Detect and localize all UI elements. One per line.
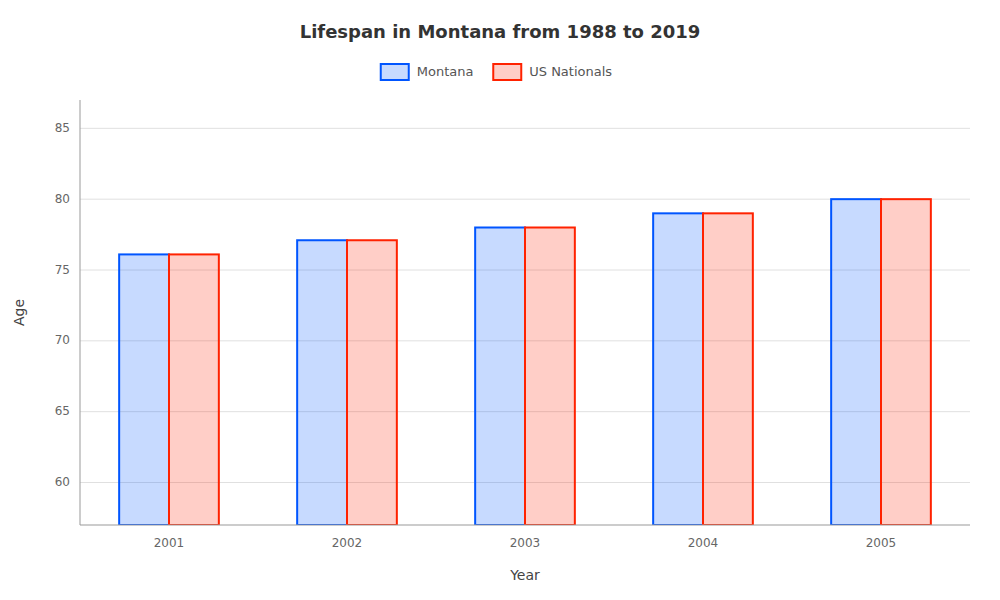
- y-grid-line: [80, 128, 970, 129]
- chart-svg: 60 65 70 75 80 85 2001 2002 2003 2004 2005 Year Age L…: [0, 0, 1000, 600]
- x-tick-label: 2005: [866, 536, 897, 550]
- bar: [169, 254, 219, 525]
- legend-swatch: [493, 64, 521, 80]
- bar: [297, 240, 347, 525]
- y-tick-label: 80: [55, 192, 70, 206]
- y-tick-label: 85: [55, 121, 70, 135]
- bar: [881, 199, 931, 525]
- y-axis-label: Age: [11, 299, 27, 326]
- x-tick-label: 2004: [688, 536, 719, 550]
- y-tick-label: 65: [55, 404, 70, 418]
- bars: [119, 199, 931, 525]
- title: Lifespan in Montana from 1988 to 2019: [300, 21, 701, 42]
- x-axis-line: [80, 525, 970, 526]
- bar: [653, 213, 703, 525]
- bar: [831, 199, 881, 525]
- y-tick-label: 75: [55, 263, 70, 277]
- bar: [525, 228, 575, 526]
- x-tick-label: 2003: [510, 536, 541, 550]
- legend: Montana US Nationals: [381, 64, 613, 81]
- bar: [703, 213, 753, 525]
- y-tick-label: 60: [55, 475, 70, 489]
- x-axis-label: Year: [509, 567, 540, 583]
- y-tick-label: 70: [55, 333, 70, 347]
- legend-swatch: [381, 64, 409, 80]
- x-tick-label: 2002: [332, 536, 363, 550]
- bar: [119, 254, 169, 525]
- bar: [347, 240, 397, 525]
- legend-label: US Nationals: [529, 64, 612, 79]
- chart-container: 60 65 70 75 80 85 2001 2002 2003 2004 2005 Year Age L…: [0, 0, 1000, 600]
- legend-label: Montana: [417, 64, 474, 79]
- y-ticks: 60 65 70 75 80 85: [55, 121, 70, 489]
- x-ticks: 2001 2002 2003 2004 2005: [154, 536, 897, 550]
- bar: [475, 228, 525, 526]
- y-axis-line: [80, 100, 81, 525]
- x-tick-label: 2001: [154, 536, 185, 550]
